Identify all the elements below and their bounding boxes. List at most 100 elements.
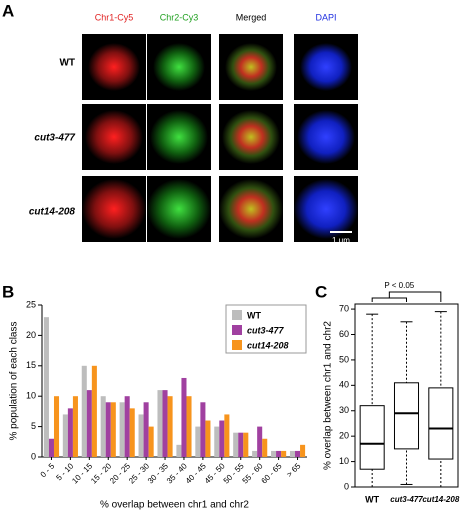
x-tick-label: cut3-477: [390, 495, 423, 504]
micrograph-signal: [82, 179, 146, 239]
bar: [252, 450, 258, 457]
y-tick-label: 0: [344, 481, 349, 491]
x-tick-label: > 65: [285, 461, 303, 479]
y-tick-label: 10: [26, 391, 36, 401]
bar: [238, 432, 244, 457]
x-tick-label: 60 - 65: [260, 461, 284, 485]
bar: [162, 390, 168, 457]
legend-label: cut3-477: [247, 325, 285, 335]
y-tick-label: 50: [339, 354, 349, 364]
bar: [300, 444, 306, 457]
bar: [48, 438, 54, 457]
significance-bracket: [371, 291, 442, 302]
micrograph-signal: [88, 43, 140, 91]
bar: [148, 426, 154, 457]
y-tick-label: 15: [26, 360, 36, 370]
x-axis-title: % overlap between chr1 and chr2: [100, 500, 249, 511]
micrograph-signal: [294, 179, 358, 239]
micrograph-signal: [222, 110, 280, 164]
bar: [271, 450, 277, 457]
legend-label: WT: [247, 310, 261, 320]
bar: [143, 402, 149, 457]
micrograph-signal: [297, 110, 355, 164]
column-header: Chr1-Cy5: [95, 12, 134, 22]
bar: [186, 396, 192, 457]
plot-frame: [354, 303, 459, 488]
panel-label: A: [2, 1, 14, 20]
bar: [262, 438, 268, 457]
bar: [295, 450, 301, 457]
legend-swatch: [232, 325, 242, 335]
annotation: P < 0.05: [384, 281, 414, 290]
bar: [224, 414, 230, 457]
bar: [62, 414, 68, 457]
y-tick-label: 70: [339, 303, 349, 313]
micrograph-signal: [85, 110, 143, 164]
bar: [138, 414, 144, 457]
panel-label: C: [315, 282, 327, 301]
bar: [91, 365, 97, 457]
bar: [195, 426, 201, 457]
y-axis-title: % overlap between chr1 and chr2: [323, 321, 334, 470]
bar: [176, 444, 182, 457]
legend-label: cut14-208: [247, 340, 289, 350]
bar: [86, 390, 92, 457]
box: [393, 382, 420, 450]
bar: [157, 390, 163, 457]
bar: [205, 420, 211, 457]
bar: [129, 408, 135, 457]
y-tick-label: 40: [339, 380, 349, 390]
bar: [43, 317, 49, 457]
x-tick-label: WT: [365, 494, 379, 504]
micrograph-signal: [300, 43, 352, 91]
bar: [200, 402, 206, 457]
micrograph-signal: [153, 43, 205, 91]
bar: [100, 396, 106, 457]
column-header: Merged: [236, 12, 267, 22]
bar: [181, 377, 187, 457]
y-tick-label: 20: [26, 330, 36, 340]
bar: [67, 408, 73, 457]
bar: [219, 420, 225, 457]
row-label: cut14-208: [29, 207, 76, 218]
y-tick-label: 25: [26, 299, 36, 309]
column-header: Chr2-Cy3: [160, 12, 199, 22]
bar: [289, 450, 296, 457]
bar: [81, 365, 87, 457]
box: [359, 405, 385, 470]
bar: [119, 402, 125, 457]
row-label: cut3-477: [34, 133, 75, 144]
micrographs: [82, 34, 358, 242]
column-header: DAPI: [315, 12, 336, 22]
micrograph-signal: [225, 43, 277, 91]
panel-label: B: [2, 282, 14, 301]
micrograph-signal: [150, 110, 208, 164]
bar: [53, 396, 60, 457]
bar: [257, 426, 263, 457]
row-label: WT: [59, 58, 75, 69]
micrograph-signal: [147, 179, 211, 239]
bar: [281, 450, 287, 457]
bar: [276, 450, 282, 457]
y-tick-label: 20: [339, 431, 349, 441]
y-tick-label: 10: [339, 456, 349, 466]
micrograph-signal: [219, 179, 283, 239]
legend-swatch: [232, 310, 242, 320]
scale-bar-label: 1 µm: [332, 236, 350, 245]
bar: [214, 426, 220, 457]
y-tick-label: 60: [339, 329, 349, 339]
x-tick-label: cut14-208: [422, 495, 459, 504]
y-axis-title: % population of each class: [9, 322, 20, 441]
bar: [167, 396, 173, 457]
bar: [233, 432, 239, 457]
y-tick-label: 30: [339, 405, 349, 415]
bar: [72, 396, 78, 457]
bar: [105, 402, 111, 457]
bar: [110, 402, 116, 457]
y-tick-label: 0: [31, 451, 36, 461]
y-tick-label: 5: [31, 421, 36, 431]
bar: [124, 396, 130, 457]
box: [428, 387, 454, 460]
bar: [243, 432, 249, 457]
